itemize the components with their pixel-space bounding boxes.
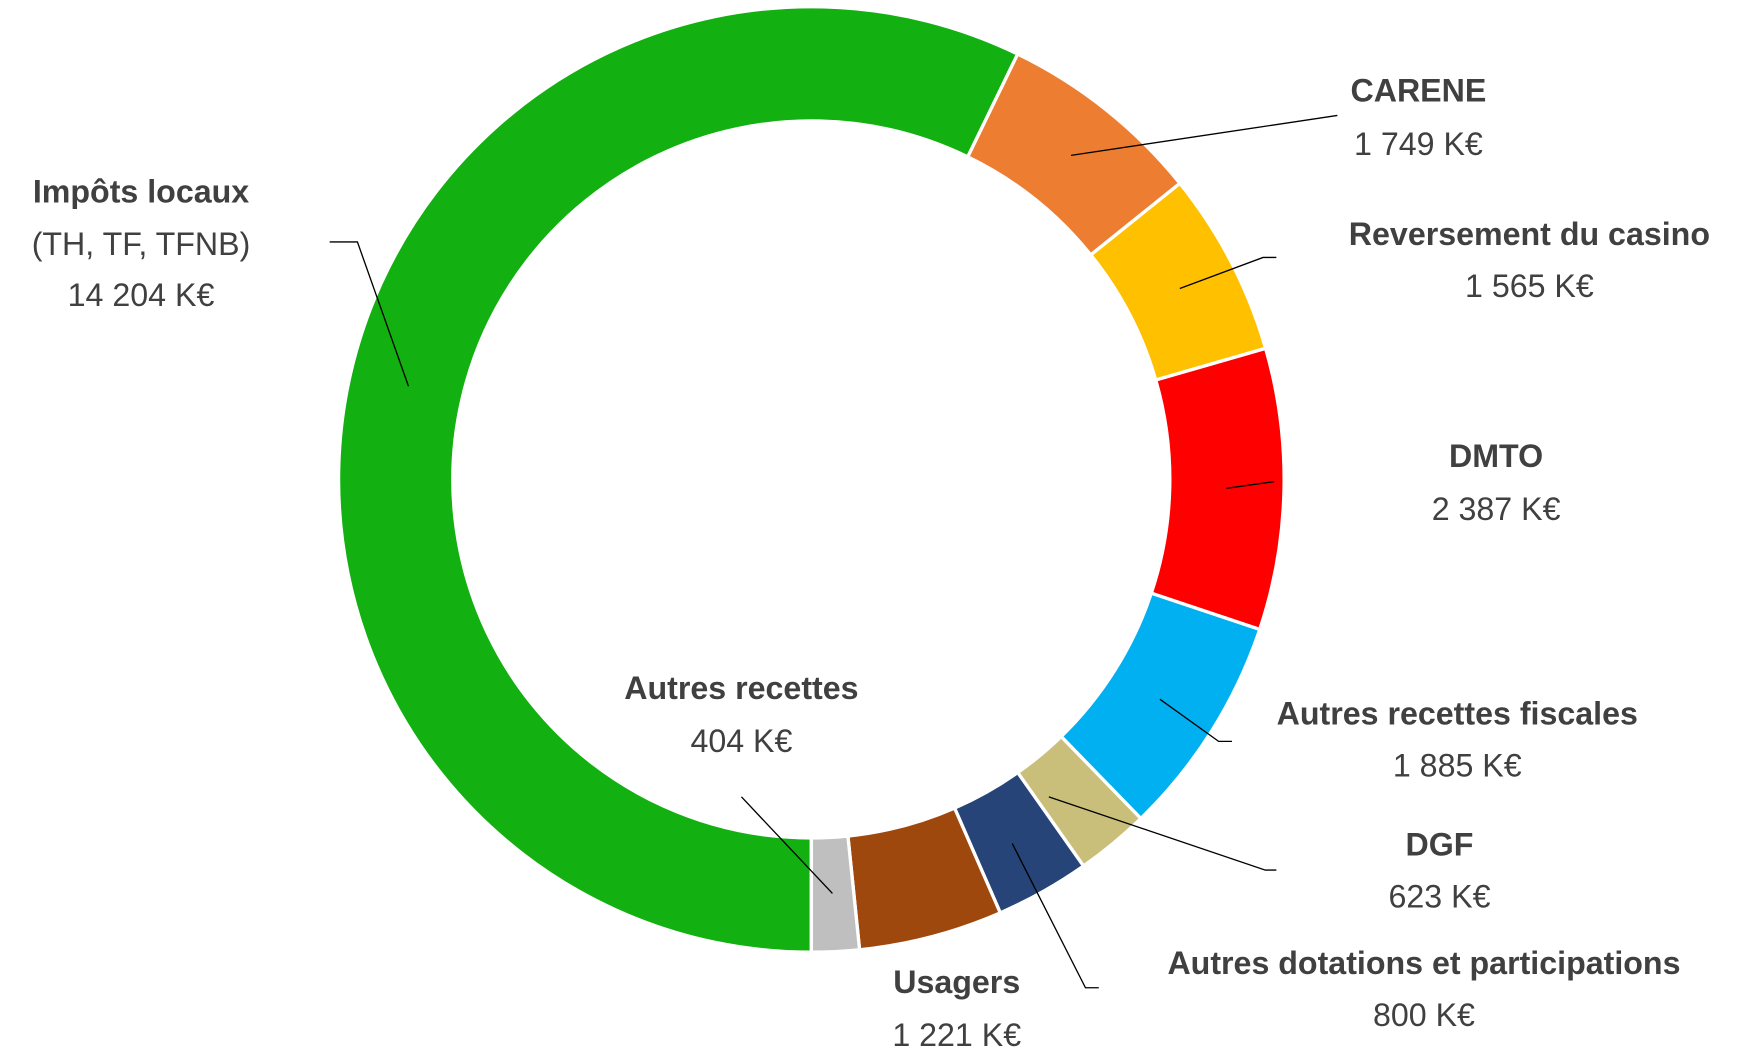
value-label: 14 204 K€	[68, 277, 215, 313]
value-label: 623 K€	[1389, 878, 1491, 914]
category-label: Autres recettes fiscales	[1277, 695, 1638, 731]
leader-line	[1070, 114, 1338, 157]
donut-segment	[809, 834, 862, 954]
leader-line	[1179, 256, 1277, 290]
value-label: 800 K€	[1373, 997, 1475, 1033]
donut-segment	[336, 5, 1020, 954]
value-label: 1 221 K€	[892, 1017, 1021, 1051]
leader-line	[1048, 796, 1277, 871]
leader-line	[1011, 843, 1099, 989]
value-label: 1 749 K€	[1354, 126, 1483, 162]
category-label: CARENE	[1350, 73, 1486, 109]
category-label: Autres recettes	[624, 670, 858, 706]
value-label: 404 K€	[690, 723, 792, 759]
category-label: DMTO	[1449, 438, 1543, 474]
leader-line	[740, 796, 833, 894]
value-label: 1 565 K€	[1465, 268, 1594, 304]
donut-segment	[1149, 346, 1286, 632]
leader-line	[1226, 481, 1275, 489]
value-label: 2 387 K€	[1432, 491, 1561, 527]
category-label: DGF	[1406, 826, 1474, 862]
category-label: Reversement du casino	[1349, 216, 1710, 252]
value-label: 1 885 K€	[1393, 747, 1522, 783]
annotation: (TH, TF, TFNB)	[32, 226, 251, 262]
leader-line	[329, 241, 410, 387]
category-label: Usagers	[893, 964, 1020, 1000]
category-label: Autres dotations et participations	[1167, 945, 1680, 981]
category-label: Impôts locaux	[33, 174, 249, 210]
leader-line	[1159, 698, 1232, 743]
